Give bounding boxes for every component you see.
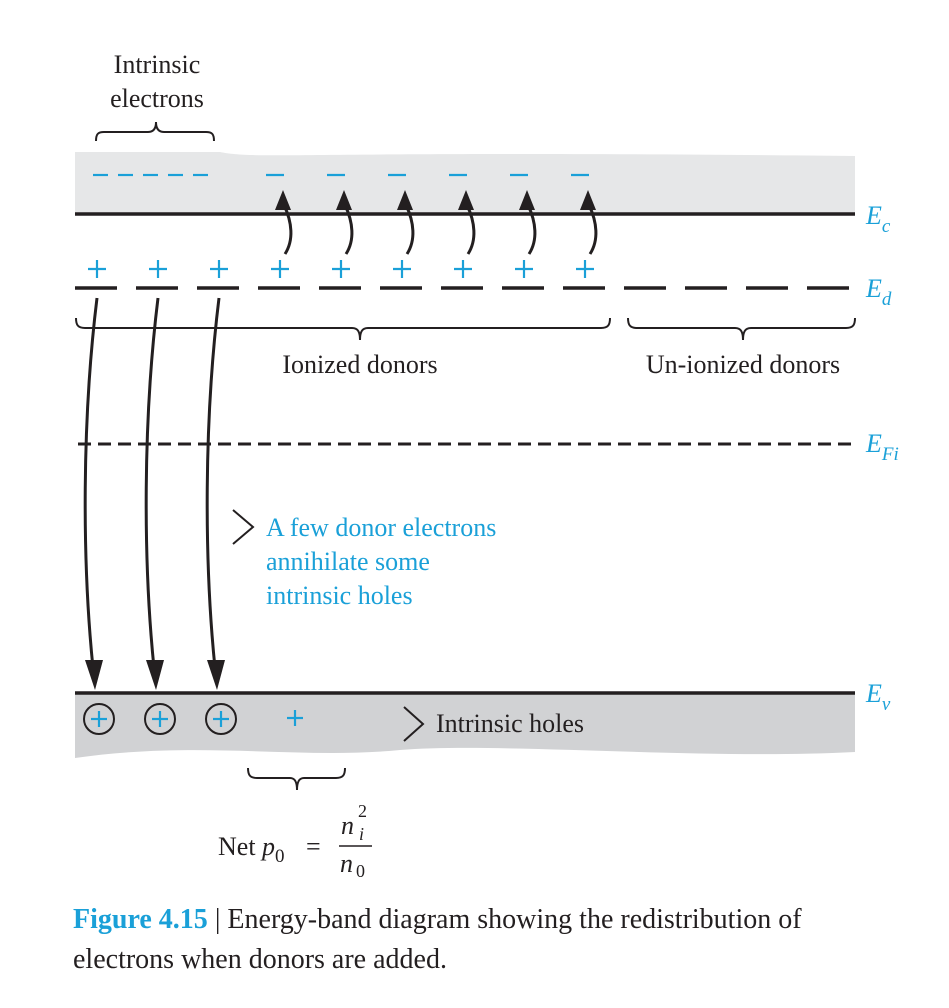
net-hole-brace bbox=[247, 767, 346, 791]
intrinsic-holes-label: Intrinsic holes bbox=[436, 709, 584, 738]
intrinsic-electrons-brace bbox=[95, 121, 215, 142]
down-arrow-icon bbox=[205, 297, 221, 669]
plus-icon bbox=[332, 260, 350, 278]
down-arrow-icon bbox=[144, 297, 160, 669]
plus-icon bbox=[271, 260, 289, 278]
unionized-donors-label: Un-ionized donors bbox=[646, 350, 840, 379]
ec-label: Ec bbox=[865, 201, 891, 237]
ionized-donor-plus-signs bbox=[88, 260, 594, 278]
intrinsic-electrons-label-line2: electrons bbox=[110, 84, 204, 113]
ed-label: Ed bbox=[865, 274, 892, 310]
annihilated-holes bbox=[83, 703, 237, 735]
plus-icon bbox=[576, 260, 594, 278]
svg-text:i: i bbox=[359, 824, 364, 844]
figure-caption: Figure 4.15 | Energy-band diagram showin… bbox=[73, 900, 893, 980]
few-donors-label-line2: annihilate some bbox=[266, 547, 430, 576]
valence-band-region bbox=[75, 693, 855, 758]
caption-separator: | bbox=[207, 904, 228, 935]
ionized-donors-brace bbox=[75, 317, 611, 341]
annihilation-arrowheads bbox=[85, 660, 225, 690]
efi-label: EFi bbox=[865, 429, 899, 465]
circled-plus-icon bbox=[205, 703, 237, 735]
svg-text:n: n bbox=[340, 849, 353, 878]
intrinsic-electrons-label-line1: Intrinsic bbox=[114, 50, 201, 79]
svg-text:2: 2 bbox=[358, 801, 367, 821]
plus-icon bbox=[210, 260, 228, 278]
plus-icon bbox=[149, 260, 167, 278]
few-donors-angle-icon bbox=[232, 509, 255, 545]
plus-icon bbox=[393, 260, 411, 278]
intrinsic-holes-angle-icon bbox=[403, 706, 425, 742]
energy-band-diagram: Intrinsic electrons Ec Ed EFi Ev Ionized… bbox=[75, 50, 899, 881]
svg-text:Net p0: Net p0 bbox=[218, 832, 285, 867]
few-donors-label-line1: A few donor electrons bbox=[266, 513, 496, 542]
unionized-donors-brace bbox=[627, 317, 856, 341]
plus-icon bbox=[515, 260, 533, 278]
svg-text:0: 0 bbox=[356, 861, 365, 881]
ionized-donors-label: Ionized donors bbox=[282, 350, 437, 379]
plus-icon bbox=[454, 260, 472, 278]
circled-plus-icon bbox=[144, 703, 176, 735]
net-p0-equation: Net p0 = n 2 i n 0 bbox=[218, 801, 372, 881]
excitation-arrowheads bbox=[275, 190, 596, 210]
plus-icon bbox=[88, 260, 106, 278]
figure-number: Figure 4.15 bbox=[73, 904, 208, 935]
caption-text: Energy-band diagram showing the redistri… bbox=[73, 904, 802, 975]
annihilation-arrows bbox=[83, 297, 221, 669]
ev-label: Ev bbox=[865, 679, 891, 715]
conduction-band-region bbox=[75, 152, 855, 214]
down-arrow-icon bbox=[83, 297, 99, 669]
few-donors-label-line3: intrinsic holes bbox=[266, 581, 413, 610]
svg-text:=: = bbox=[306, 832, 321, 861]
remaining-hole-plus-icon bbox=[287, 710, 303, 726]
svg-text:n: n bbox=[341, 811, 354, 840]
circled-plus-icon bbox=[83, 703, 115, 735]
